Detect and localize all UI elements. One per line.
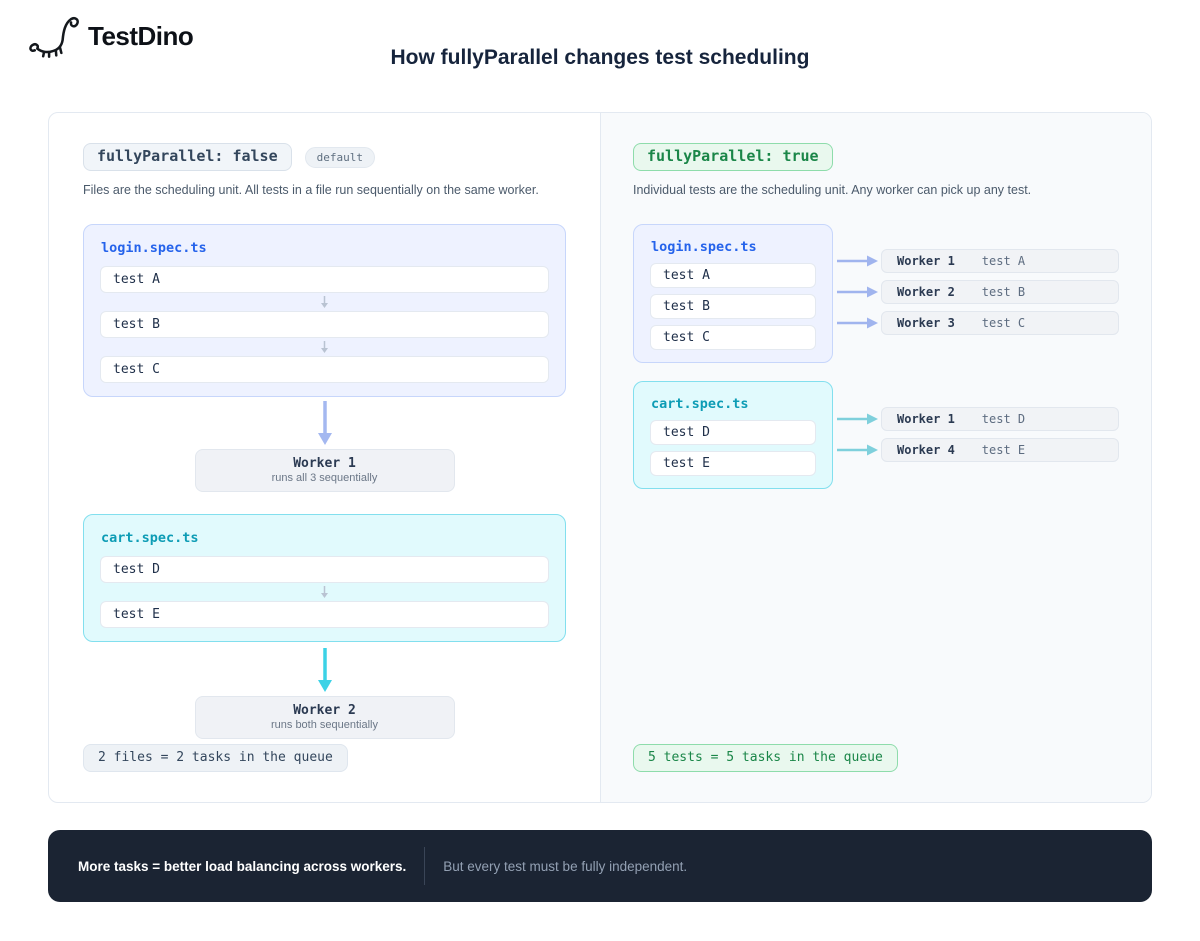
- assign-arrow-cyan-icon: [837, 413, 878, 425]
- file-name: login.spec.ts: [651, 239, 757, 255]
- takeaway-bar: More tasks = better load balancing acros…: [48, 830, 1152, 902]
- comparison-container: fullyParallel: false default Files are t…: [48, 112, 1152, 803]
- test-row: test D: [650, 420, 816, 445]
- worker-name: Worker 1: [293, 456, 356, 471]
- page-title: How fullyParallel changes test schedulin…: [390, 46, 810, 69]
- test-row: test E: [650, 451, 816, 476]
- test-row: test B: [100, 311, 549, 338]
- worker-name: Worker 1: [897, 254, 955, 268]
- sequence-arrow-icon: [100, 293, 549, 311]
- worker-box-1: Worker 1 runs all 3 sequentially: [194, 449, 455, 492]
- worker-assignment-row: Worker 4 test E: [881, 438, 1119, 462]
- footer-divider: [424, 847, 426, 885]
- assigned-test: test A: [981, 254, 1026, 268]
- assign-arrow-blue-icon: [837, 317, 878, 329]
- assign-arrow-cyan-icon: [837, 444, 878, 456]
- file-box-login: login.spec.ts test A test B test C: [83, 224, 566, 397]
- worker-assignment-row: Worker 1 test A: [881, 249, 1119, 273]
- test-row: test E: [100, 601, 549, 628]
- default-pill: default: [304, 146, 375, 168]
- logo-text: TestDino: [88, 20, 194, 51]
- file-name: cart.spec.ts: [651, 396, 749, 412]
- file-name: login.spec.ts: [101, 240, 207, 256]
- assigned-test: test E: [981, 443, 1026, 457]
- takeaway-primary: More tasks = better load balancing acros…: [78, 858, 407, 874]
- queue-note-left: 2 files = 2 tasks in the queue: [83, 744, 348, 772]
- right-subtitle: Individual tests are the scheduling unit…: [633, 183, 1032, 197]
- assign-arrow-blue-icon: [837, 255, 878, 267]
- assign-arrow-blue-icon: [837, 286, 878, 298]
- sequence-arrow-icon: [100, 338, 549, 356]
- fullyparallel-false-badge: fullyParallel: false: [83, 143, 292, 171]
- worker-assignment-row: Worker 1 test D: [881, 407, 1119, 431]
- flow-arrow-blue-icon: [83, 401, 566, 449]
- test-row: test B: [650, 294, 816, 319]
- worker-note: runs all 3 sequentially: [271, 472, 378, 484]
- file-name: cart.spec.ts: [101, 530, 199, 546]
- queue-note-right: 5 tests = 5 tasks in the queue: [633, 744, 898, 772]
- test-row: test A: [100, 266, 549, 293]
- panel-fullyparallel-true: fullyParallel: true Individual tests are…: [600, 113, 1151, 802]
- worker-name: Worker 3: [897, 316, 955, 330]
- worker-name: Worker 2: [293, 703, 356, 718]
- worker-assignment-row: Worker 2 test B: [881, 280, 1119, 304]
- takeaway-secondary: But every test must be fully independent…: [443, 858, 688, 874]
- panel-fullyparallel-false: fullyParallel: false default Files are t…: [49, 113, 600, 802]
- assigned-test: test B: [981, 285, 1026, 299]
- sequence-arrow-icon: [100, 583, 549, 601]
- cluster-cart: cart.spec.ts test D test E Worker 1 test…: [633, 381, 1119, 489]
- worker-name: Worker 2: [897, 285, 955, 299]
- test-row: test C: [100, 356, 549, 383]
- dinosaur-icon: [29, 16, 79, 58]
- worker-note: runs both sequentially: [270, 719, 378, 731]
- assigned-test: test C: [981, 316, 1026, 330]
- testdino-logo: TestDino: [28, 12, 194, 60]
- test-row: test D: [100, 556, 549, 583]
- test-row: test C: [650, 325, 816, 350]
- flow-arrow-cyan-icon: [83, 648, 566, 696]
- test-row: test A: [650, 263, 816, 288]
- file-box-cart: cart.spec.ts test D test E: [83, 514, 566, 642]
- cluster-login: login.spec.ts test A test B test C Worke…: [633, 224, 1119, 363]
- worker-box-2: Worker 2 runs both sequentially: [194, 696, 455, 739]
- assigned-test: test D: [981, 412, 1026, 426]
- worker-name: Worker 1: [897, 412, 955, 426]
- file-box-login: login.spec.ts test A test B test C: [633, 224, 833, 363]
- left-subtitle: Files are the scheduling unit. All tests…: [83, 183, 539, 197]
- file-box-cart: cart.spec.ts test D test E: [633, 381, 833, 489]
- worker-assignment-row: Worker 3 test C: [881, 311, 1119, 335]
- worker-name: Worker 4: [897, 443, 955, 457]
- fullyparallel-true-badge: fullyParallel: true: [633, 143, 833, 171]
